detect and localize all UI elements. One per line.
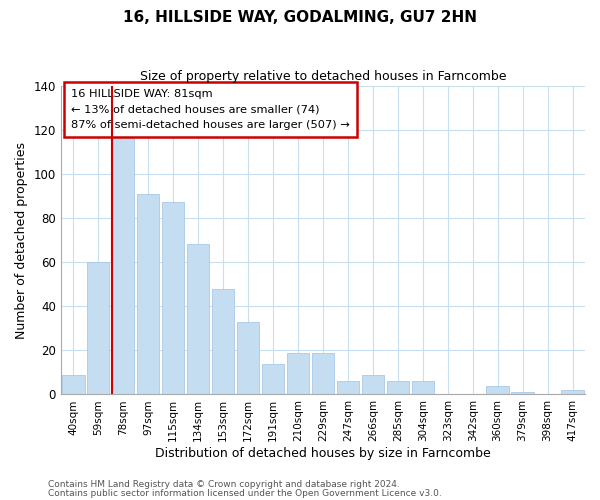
Bar <box>262 364 284 394</box>
Bar <box>337 381 359 394</box>
Bar <box>187 244 209 394</box>
Bar <box>162 202 184 394</box>
Bar <box>412 381 434 394</box>
Bar <box>362 374 384 394</box>
Bar <box>87 262 109 394</box>
Text: 16, HILLSIDE WAY, GODALMING, GU7 2HN: 16, HILLSIDE WAY, GODALMING, GU7 2HN <box>123 10 477 25</box>
Bar <box>212 288 234 395</box>
X-axis label: Distribution of detached houses by size in Farncombe: Distribution of detached houses by size … <box>155 447 491 460</box>
Text: 16 HILLSIDE WAY: 81sqm
← 13% of detached houses are smaller (74)
87% of semi-det: 16 HILLSIDE WAY: 81sqm ← 13% of detached… <box>71 88 350 130</box>
Bar <box>62 374 85 394</box>
Bar <box>137 194 160 394</box>
Bar <box>386 381 409 394</box>
Bar <box>237 322 259 394</box>
Text: Contains public sector information licensed under the Open Government Licence v3: Contains public sector information licen… <box>48 489 442 498</box>
Bar <box>561 390 584 394</box>
Bar <box>287 352 309 395</box>
Y-axis label: Number of detached properties: Number of detached properties <box>15 142 28 338</box>
Bar <box>311 352 334 395</box>
Bar <box>511 392 534 394</box>
Title: Size of property relative to detached houses in Farncombe: Size of property relative to detached ho… <box>140 70 506 83</box>
Text: Contains HM Land Registry data © Crown copyright and database right 2024.: Contains HM Land Registry data © Crown c… <box>48 480 400 489</box>
Bar <box>112 136 134 394</box>
Bar <box>487 386 509 394</box>
